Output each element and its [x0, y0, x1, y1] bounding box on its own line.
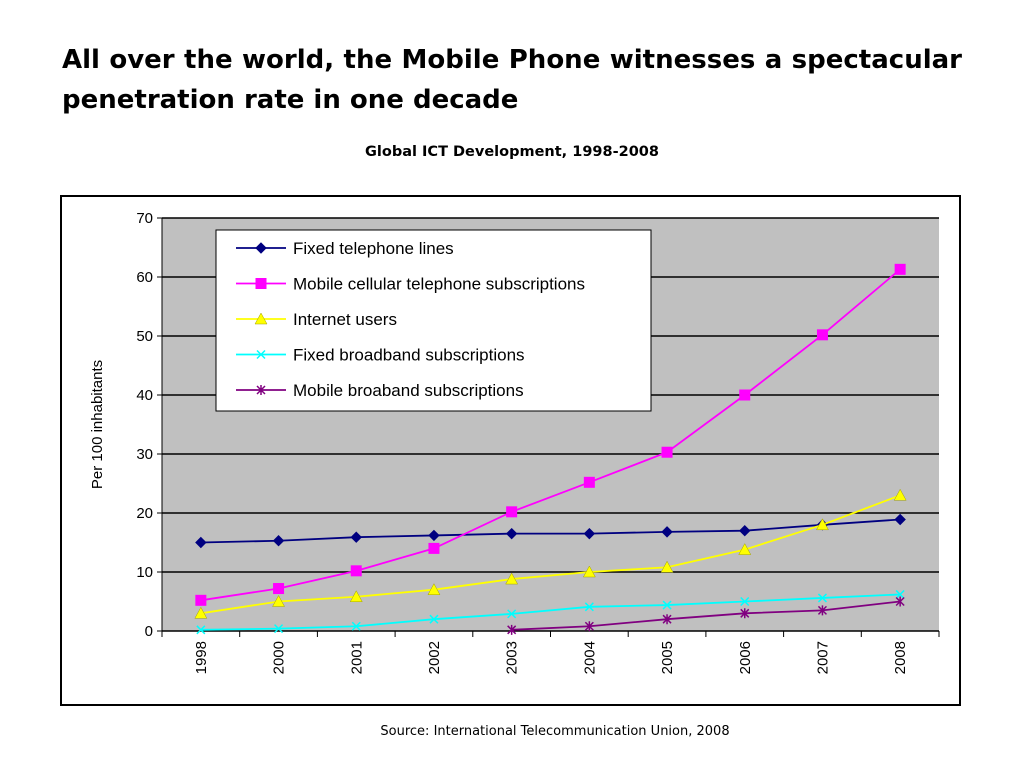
- series-line: [200, 593, 901, 631]
- data-point: [254, 312, 268, 325]
- y-tick-label: 70: [136, 210, 153, 227]
- y-tick-label: 10: [136, 564, 153, 581]
- data-point: [349, 590, 363, 603]
- data-point: [584, 602, 594, 612]
- data-point: [660, 560, 674, 573]
- x-tick-label: 2006: [737, 641, 754, 674]
- data-point: [428, 529, 440, 542]
- data-point: [429, 614, 439, 624]
- data-point: [583, 527, 596, 540]
- data-point: [427, 583, 441, 595]
- data-point: [505, 527, 518, 540]
- y-tick-label: 0: [145, 623, 153, 640]
- data-point: [255, 278, 267, 289]
- y-axis-label: Per 100 inhabitants: [89, 360, 106, 489]
- data-point: [273, 583, 285, 595]
- data-point: [272, 535, 285, 547]
- data-point: [662, 600, 672, 610]
- series-line: [200, 494, 901, 615]
- data-point: [893, 488, 907, 501]
- y-tick-label: 20: [136, 505, 153, 522]
- x-tick-label: 2000: [271, 641, 288, 674]
- data-point: [506, 506, 518, 518]
- series-line: [511, 600, 901, 631]
- x-tick-label: 2004: [581, 641, 598, 674]
- chart-frame: 0 10 20 30 40 50 60 70 1998 2000 2001 2002 2003 2004 2…: [60, 195, 961, 706]
- data-point: [196, 625, 206, 635]
- data-point: [740, 596, 750, 607]
- data-point: [662, 614, 672, 625]
- data-point: [895, 589, 905, 599]
- x-tick-label: 2002: [426, 641, 443, 674]
- legend-label: Fixed broadband subscriptions: [293, 346, 525, 365]
- y-tick-label: 50: [136, 328, 153, 345]
- data-point: [895, 596, 905, 607]
- x-tick-label: 2008: [892, 641, 909, 674]
- data-point: [817, 605, 827, 616]
- slide-title: All over the world, the Mobile Phone wit…: [62, 45, 962, 115]
- y-tick-label: 60: [136, 269, 153, 286]
- y-tick-label: 40: [136, 387, 153, 404]
- legend-label: Fixed telephone lines: [293, 239, 454, 258]
- data-point: [428, 542, 440, 554]
- data-point: [195, 536, 207, 549]
- chart-title: Global ICT Development, 1998-2008: [365, 144, 659, 160]
- data-point: [817, 593, 827, 603]
- data-point: [350, 531, 362, 543]
- data-point: [505, 572, 519, 585]
- data-point: [739, 389, 751, 401]
- legend-label: Internet users: [293, 310, 397, 329]
- data-point: [256, 349, 266, 360]
- x-tick-label: 2001: [348, 641, 365, 674]
- data-point: [584, 621, 594, 632]
- line-chart: 0 10 20 30 40 50 60 70 1998 2000 2001 2002 2003 2004 2…: [89, 210, 940, 674]
- legend-label: Mobile cellular telephone subscriptions: [293, 275, 585, 294]
- series-line: [200, 518, 901, 544]
- data-point: [507, 609, 517, 619]
- data-point: [351, 621, 361, 631]
- data-point: [816, 518, 829, 531]
- data-point: [739, 524, 751, 537]
- data-point: [738, 543, 752, 555]
- data-point: [256, 385, 266, 395]
- x-tick-label: 2007: [814, 641, 831, 674]
- data-point: [661, 526, 673, 538]
- x-tick-label: 1998: [193, 641, 210, 674]
- data-point: [582, 565, 596, 578]
- data-point: [350, 565, 362, 577]
- data-point: [894, 263, 906, 275]
- source-note: Source: International Telecommunication …: [380, 724, 730, 739]
- legend-label: Mobile broaband subscriptions: [293, 381, 524, 400]
- data-point: [255, 242, 267, 254]
- data-point: [661, 446, 673, 458]
- data-point: [272, 594, 285, 607]
- data-point: [507, 624, 517, 635]
- data-point: [274, 624, 284, 634]
- data-point: [195, 594, 207, 606]
- series-line: [200, 268, 901, 602]
- data-point: [583, 476, 595, 488]
- legend: [215, 229, 652, 412]
- x-tick-label: 2003: [504, 641, 521, 674]
- x-tick-label: 2005: [659, 641, 676, 674]
- data-point: [894, 513, 906, 526]
- y-tick-label: 30: [136, 446, 153, 463]
- data-point: [740, 608, 750, 619]
- data-point: [194, 606, 208, 619]
- data-point: [816, 329, 828, 341]
